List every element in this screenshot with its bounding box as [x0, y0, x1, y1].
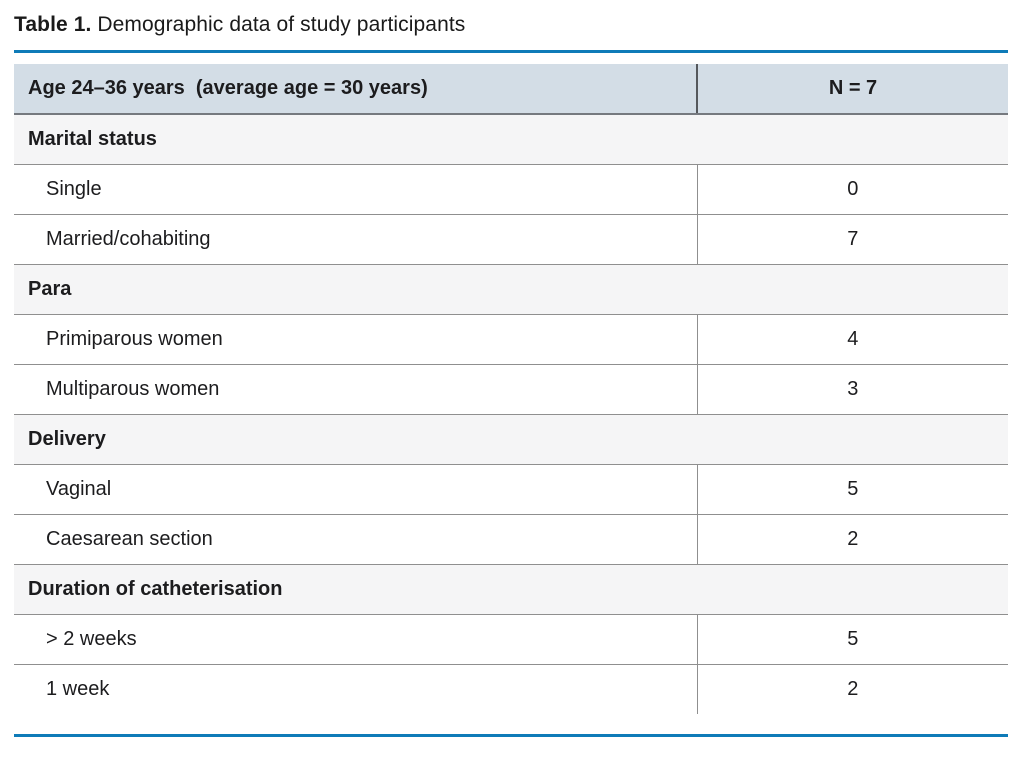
- header-age-cell: Age 24–36 years (average age = 30 years): [14, 64, 697, 115]
- section-row-para: Para: [14, 264, 1008, 315]
- demographics-table: Age 24–36 years (average age = 30 years)…: [14, 64, 1008, 714]
- table-row-primiparous: Primiparous women 4: [14, 314, 1008, 365]
- section-label: Duration of catheterisation: [14, 564, 1008, 615]
- row-label: > 2 weeks: [14, 614, 697, 665]
- row-label: 1 week: [46, 677, 110, 700]
- row-label: Single: [14, 164, 697, 215]
- table-header-row: Age 24–36 years (average age = 30 years)…: [14, 64, 1008, 115]
- row-value: 0: [696, 164, 1008, 215]
- table-row-vaginal: Vaginal 5: [14, 464, 1008, 515]
- row-label: Married/cohabiting: [14, 214, 697, 265]
- row-value: 5: [696, 464, 1008, 515]
- table-row-over-2-weeks: > 2 weeks 5: [14, 614, 1008, 665]
- table-row-1-week: 1 week 2: [14, 664, 1008, 714]
- row-value: 3: [696, 364, 1008, 415]
- row-label: Multiparous women: [14, 364, 697, 415]
- section-label: Para: [14, 264, 1008, 315]
- row-label: Vaginal: [14, 464, 697, 515]
- row-label: Primiparous women: [14, 314, 697, 365]
- bottom-rule: [14, 734, 1008, 737]
- top-rule: [14, 50, 1008, 53]
- section-label: Delivery: [14, 414, 1008, 465]
- section-row-marital-status: Marital status: [14, 114, 1008, 165]
- table-row-caesarean: Caesarean section 2: [14, 514, 1008, 565]
- row-value: 4: [696, 314, 1008, 365]
- header-n-cell: N = 7: [696, 64, 1008, 115]
- section-label: Marital status: [14, 114, 1008, 165]
- row-value: 7: [696, 214, 1008, 265]
- section-row-duration-catheterisation: Duration of catheterisation: [14, 564, 1008, 615]
- table-row-single: Single 0: [14, 164, 1008, 215]
- table-row-multiparous: Multiparous women 3: [14, 364, 1008, 415]
- row-value: 2: [696, 514, 1008, 565]
- table-row-married-cohabiting: Married/cohabiting 7: [14, 214, 1008, 265]
- table-caption-number: Table 1.: [14, 13, 92, 36]
- table-caption-text: Demographic data of study participants: [91, 13, 466, 36]
- row-label: Caesarean section: [14, 514, 697, 565]
- section-row-delivery: Delivery: [14, 414, 1008, 465]
- row-value: 2: [696, 664, 1008, 714]
- table-caption: Table 1. Demographic data of study parti…: [14, 12, 1008, 38]
- row-value: 5: [696, 614, 1008, 665]
